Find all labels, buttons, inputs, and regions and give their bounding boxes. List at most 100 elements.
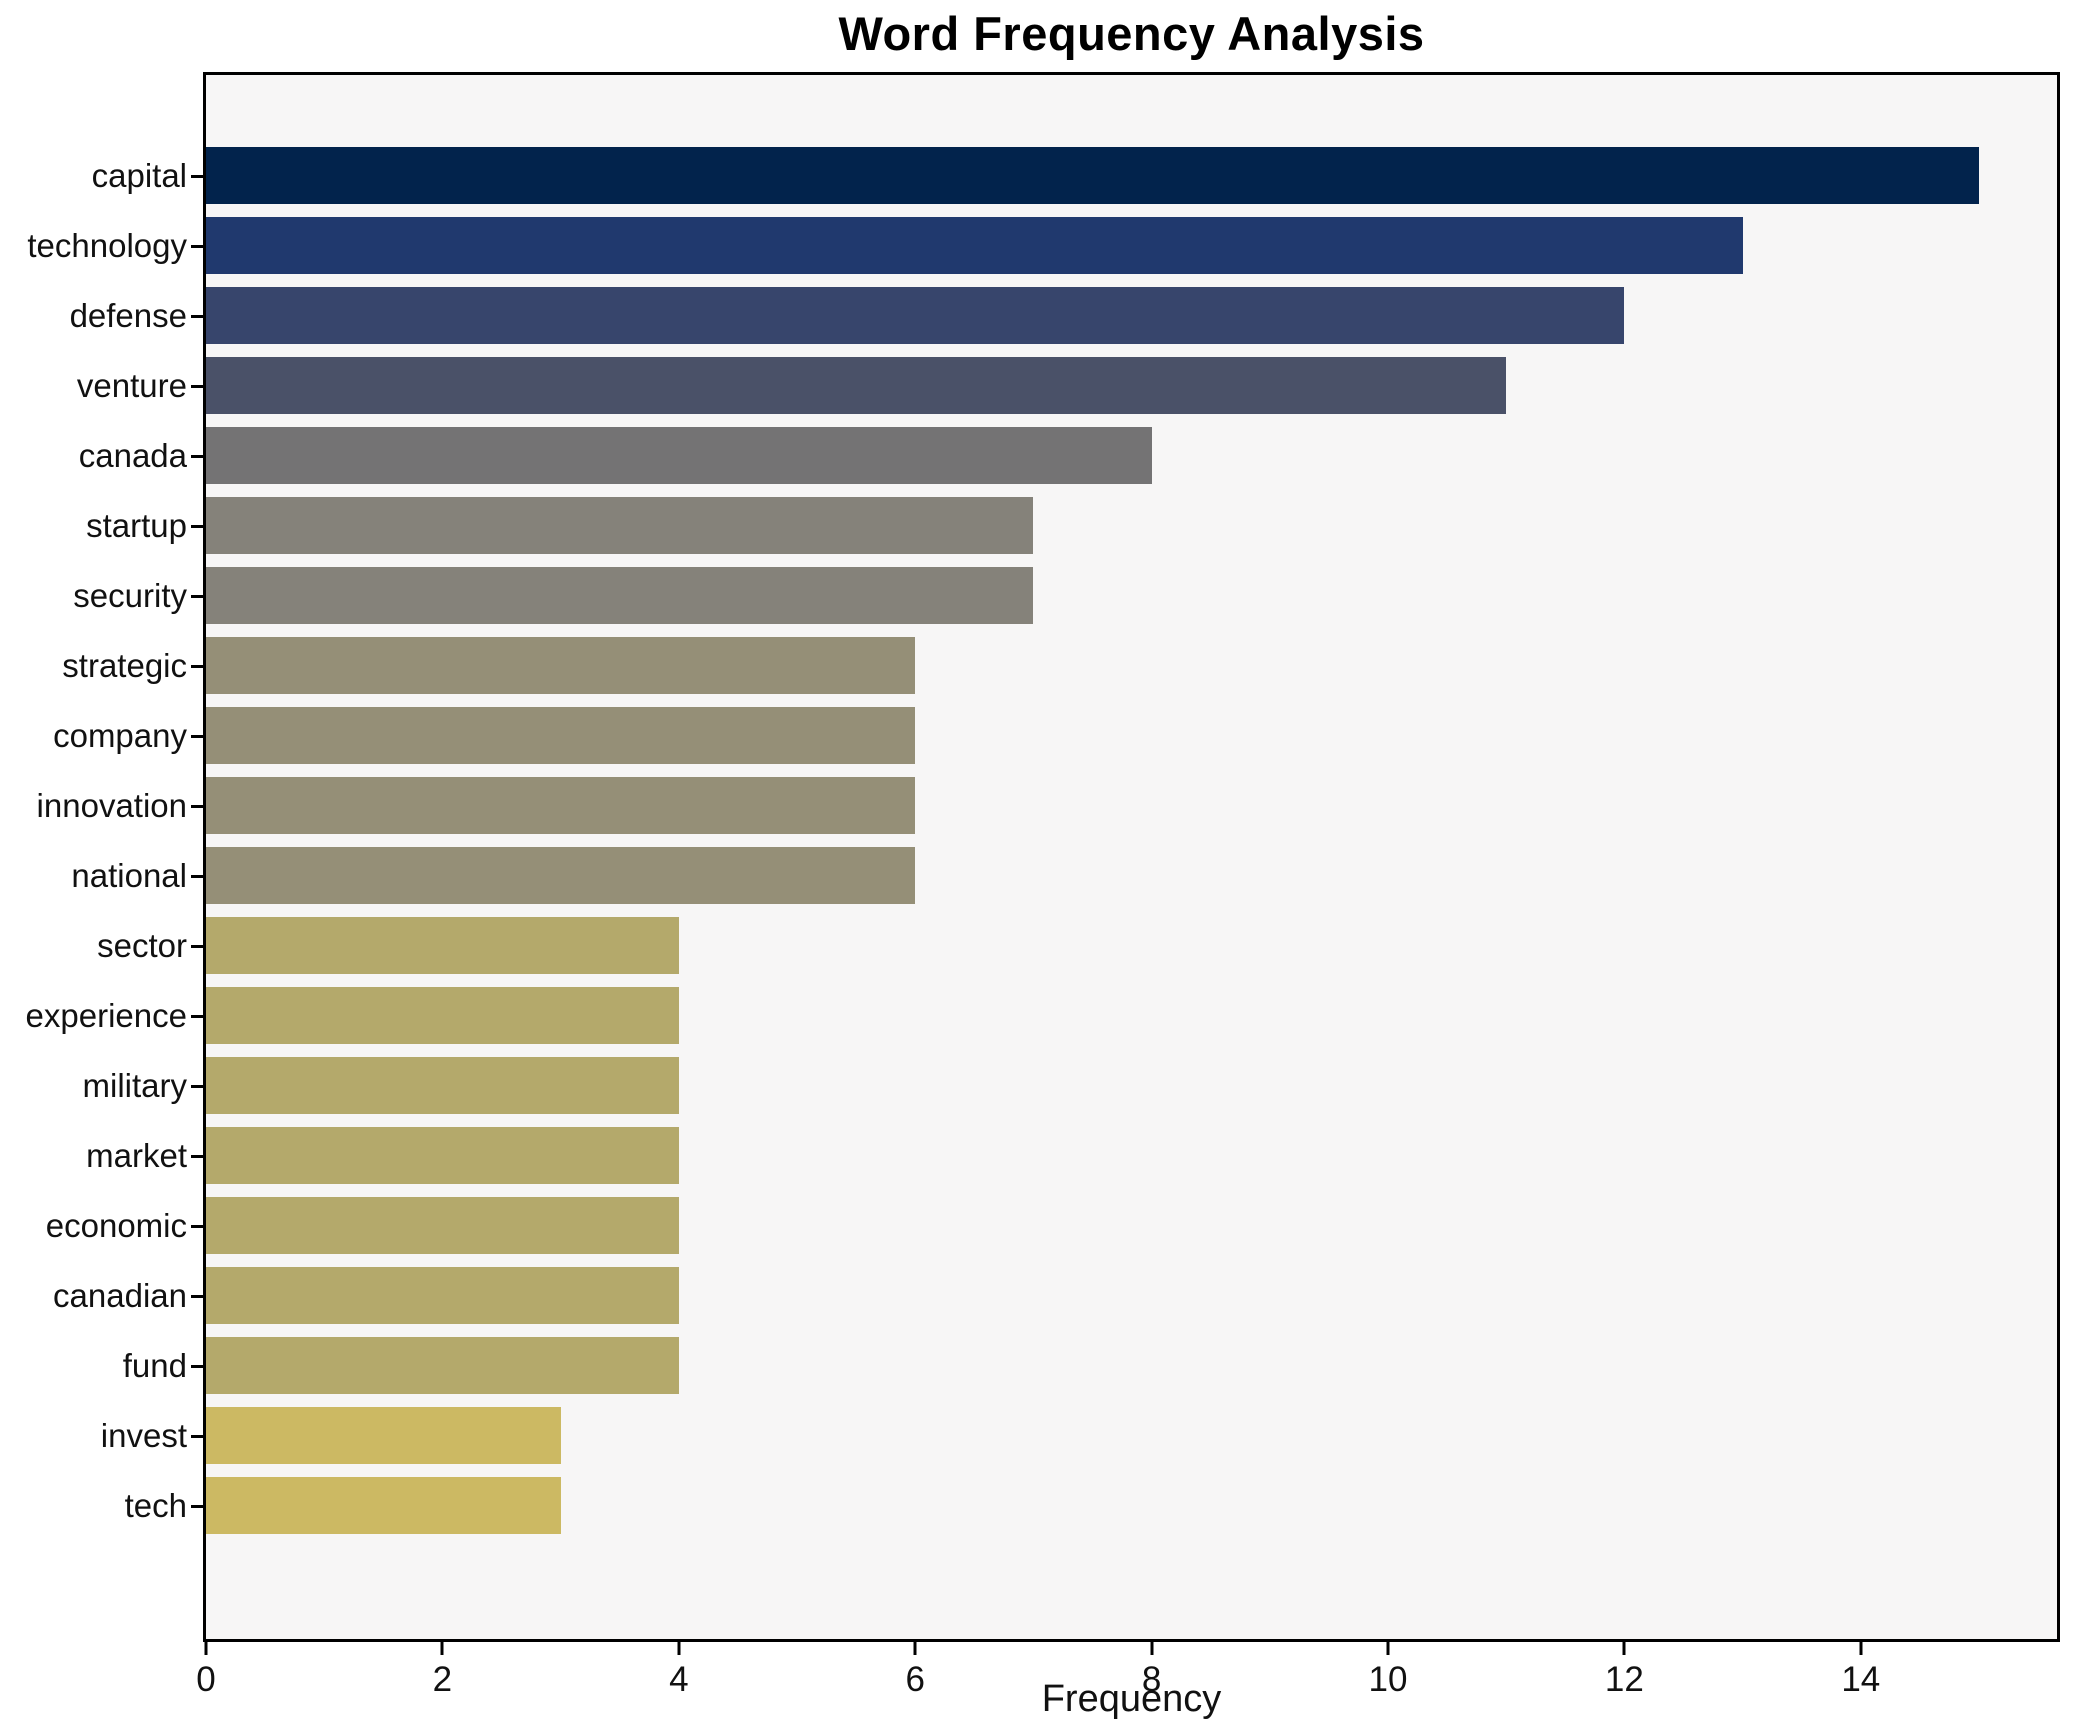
y-tick <box>191 524 203 528</box>
bar-row <box>206 631 2057 701</box>
bar-venture <box>206 357 1507 414</box>
y-tick <box>191 174 203 178</box>
y-tick-label-security: security <box>73 577 187 614</box>
bar-technology <box>206 217 1743 274</box>
x-tick <box>1622 1642 1626 1655</box>
x-tick-label-10: 10 <box>1368 1660 1408 1699</box>
bar-military <box>206 1057 679 1114</box>
y-tick-label-technology: technology <box>27 227 187 264</box>
bar-row <box>206 561 2057 631</box>
bars-layer <box>206 75 2057 1639</box>
y-tick <box>191 664 203 668</box>
y-tick-label-market: market <box>86 1137 187 1174</box>
x-tick <box>1859 1642 1863 1655</box>
x-tick-label-8: 8 <box>1141 1660 1162 1699</box>
y-tick <box>191 734 203 738</box>
bar-security <box>206 567 1034 624</box>
bar-fund <box>206 1337 679 1394</box>
x-tick-label-4: 4 <box>669 1660 689 1699</box>
x-tick <box>440 1642 444 1655</box>
x-tick <box>913 1642 917 1655</box>
y-tick <box>191 1294 203 1298</box>
x-tick-label-0: 0 <box>196 1660 216 1699</box>
bar-row <box>206 1191 2057 1261</box>
bar-economic <box>206 1197 679 1254</box>
y-tick <box>191 1504 203 1508</box>
bar-row <box>206 911 2057 981</box>
y-tick-label-national: national <box>71 857 187 894</box>
bar-row <box>206 351 2057 421</box>
x-tick-label-14: 14 <box>1841 1660 1881 1699</box>
y-tick-label-venture: venture <box>76 367 187 404</box>
x-tick-label-6: 6 <box>905 1660 925 1699</box>
x-tick-label-2: 2 <box>432 1660 453 1699</box>
bar-row <box>206 281 2057 351</box>
y-tick <box>191 1434 203 1438</box>
bar-row <box>206 421 2057 491</box>
bar-row <box>206 771 2057 841</box>
bar-capital <box>206 147 1979 204</box>
y-tick <box>191 1154 203 1158</box>
x-axis-title: Frequency <box>1041 1678 1222 1720</box>
x-tick <box>1150 1642 1154 1655</box>
bar-row <box>206 1261 2057 1331</box>
bar-row <box>206 701 2057 771</box>
bar-row <box>206 1051 2057 1121</box>
y-tick <box>191 454 203 458</box>
bar-canadian <box>206 1267 679 1324</box>
y-tick-label-strategic: strategic <box>62 647 187 684</box>
x-tick <box>204 1642 208 1655</box>
y-tick-label-company: company <box>53 717 187 754</box>
y-tick-label-fund: fund <box>122 1347 187 1384</box>
y-tick <box>191 594 203 598</box>
bar-tech <box>206 1477 561 1534</box>
y-tick-label-invest: invest <box>100 1417 187 1454</box>
y-tick <box>191 384 203 388</box>
bar-defense <box>206 287 1625 344</box>
y-tick-label-economic: economic <box>45 1207 187 1244</box>
bar-strategic <box>206 637 916 694</box>
bar-row <box>206 1471 2057 1541</box>
y-axis-labels: capital technology defense venture canada sta… <box>0 75 187 1639</box>
y-tick-label-sector: sector <box>97 927 187 964</box>
plot-area <box>203 72 2060 1642</box>
bar-national <box>206 847 916 904</box>
y-tick <box>191 874 203 878</box>
y-tick <box>191 1084 203 1088</box>
y-tick <box>191 1014 203 1018</box>
bar-row <box>206 141 2057 211</box>
bar-row <box>206 1121 2057 1191</box>
bar-row <box>206 211 2057 281</box>
y-tick <box>191 1364 203 1368</box>
y-tick <box>191 944 203 948</box>
y-tick-label-capital: capital <box>91 157 187 194</box>
y-tick <box>191 244 203 248</box>
bar-market <box>206 1127 679 1184</box>
y-tick <box>191 314 203 318</box>
y-tick-label-tech: tech <box>124 1487 187 1524</box>
bar-canada <box>206 427 1152 484</box>
y-tick <box>191 1224 203 1228</box>
bar-row <box>206 491 2057 561</box>
x-tick-label-12: 12 <box>1604 1660 1644 1699</box>
y-tick <box>191 804 203 808</box>
bar-company <box>206 707 916 764</box>
y-tick-label-startup: startup <box>86 507 187 544</box>
bar-row <box>206 1401 2057 1471</box>
bar-invest <box>206 1407 561 1464</box>
y-tick-label-experience: experience <box>25 997 187 1034</box>
x-tick <box>677 1642 681 1655</box>
y-tick-label-military: military <box>82 1067 188 1104</box>
bar-experience <box>206 987 679 1044</box>
bar-row <box>206 841 2057 911</box>
bar-row <box>206 1331 2057 1401</box>
y-tick-label-defense: defense <box>69 297 187 334</box>
y-tick-label-innovation: innovation <box>36 787 187 824</box>
x-tick <box>1386 1642 1390 1655</box>
chart-title: Word Frequency Analysis <box>838 7 1425 60</box>
bar-innovation <box>206 777 916 834</box>
y-tick-label-canada: canada <box>78 437 187 474</box>
bar-sector <box>206 917 679 974</box>
y-tick-label-canadian: canadian <box>53 1277 187 1314</box>
